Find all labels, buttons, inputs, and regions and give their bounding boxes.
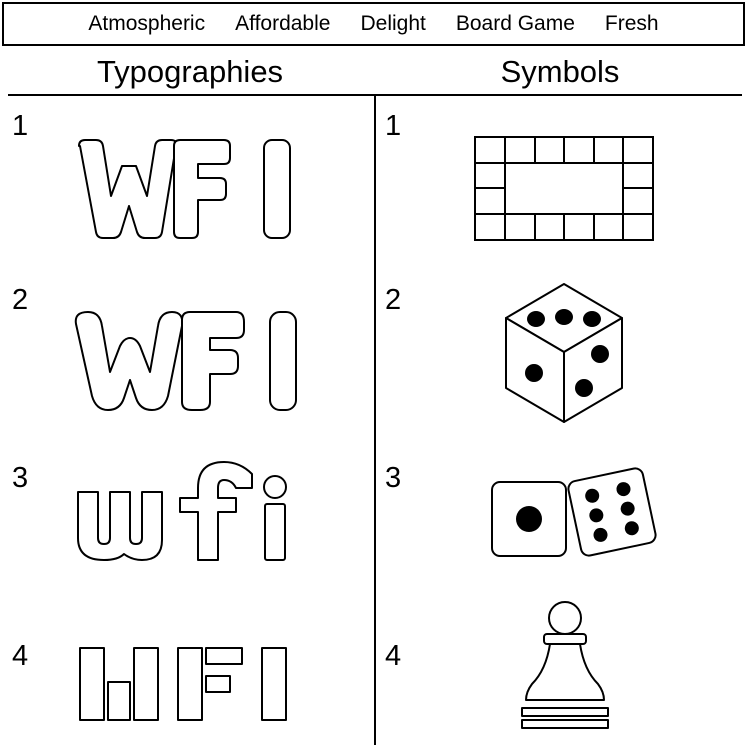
row-number: 1	[12, 110, 29, 142]
wfi-logo-bubble: WFI	[74, 311, 297, 411]
dice-cube-icon	[505, 283, 623, 423]
keyword-bar: Atmospheric Affordable Delight Board Gam…	[2, 2, 745, 46]
keyword: Board Game	[455, 12, 575, 35]
typographies-title: Typographies	[96, 54, 284, 89]
symbols-title: Symbols	[500, 54, 620, 89]
row-number: 3	[385, 462, 402, 494]
row-number: 1	[385, 110, 402, 142]
keyword: Affordable	[235, 12, 331, 35]
wfi-logo-lowercase: wfi	[77, 461, 287, 561]
keyword: Fresh	[604, 12, 659, 35]
board-game-track-icon	[474, 136, 654, 241]
row-number: 4	[12, 640, 29, 672]
pawn-icon	[521, 601, 609, 729]
two-dice-icon	[491, 467, 657, 557]
row-number: 2	[12, 284, 29, 316]
wfi-logo-outline-rounded: WFI	[78, 139, 291, 239]
keyword: Delight	[360, 12, 426, 35]
column-divider	[374, 95, 376, 745]
wfi-logo-blocks: WFI	[79, 647, 287, 721]
row-number: 3	[12, 462, 29, 494]
row-number: 4	[385, 640, 402, 672]
row-number: 2	[385, 284, 402, 316]
keyword: Atmospheric	[88, 12, 206, 35]
